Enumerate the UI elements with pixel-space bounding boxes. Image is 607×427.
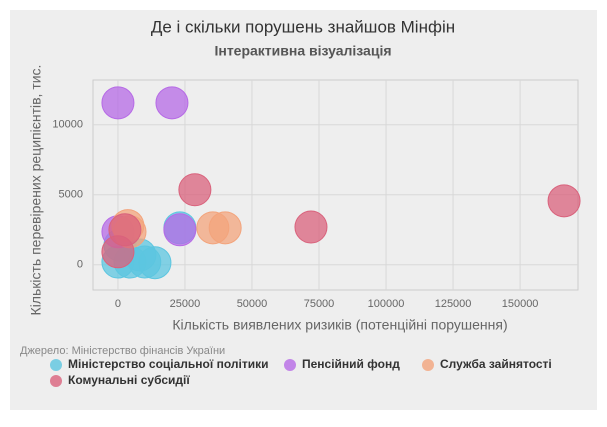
x-tick-label: 25000 xyxy=(170,298,201,310)
x-tick-label: 100000 xyxy=(368,298,405,310)
bubble[interactable] xyxy=(108,213,142,247)
legend-label[interactable]: Міністерство соціальної політики xyxy=(68,357,268,371)
bubble[interactable] xyxy=(547,184,581,218)
bubble[interactable] xyxy=(208,211,242,245)
legend-label[interactable]: Пенсійний фонд xyxy=(302,357,400,371)
chart-subtitle: Інтерактивна візуалізація xyxy=(214,43,391,59)
x-tick-label: 125000 xyxy=(435,298,472,310)
legend-marker xyxy=(284,359,296,371)
y-tick-label: 0 xyxy=(77,259,83,271)
y-tick-label: 5000 xyxy=(59,189,83,201)
x-axis-title: Кількість виявлених ризиків (потенційні … xyxy=(172,317,507,333)
bubble[interactable] xyxy=(163,213,197,247)
x-tick-label: 0 xyxy=(115,298,121,310)
bubble[interactable] xyxy=(294,210,328,244)
x-tick-label: 150000 xyxy=(502,298,539,310)
y-tick-label: 10000 xyxy=(52,119,83,131)
source-note: Джерело: Міністерство фінансів України xyxy=(20,345,225,357)
x-tick-label: 50000 xyxy=(237,298,268,310)
bubble[interactable] xyxy=(101,86,135,120)
bubble[interactable] xyxy=(155,86,189,120)
chart-background xyxy=(10,10,597,410)
bubble[interactable] xyxy=(178,173,212,207)
legend-marker xyxy=(50,359,62,371)
bubble[interactable] xyxy=(138,246,172,280)
y-axis-title: Кількість перевірених реципієнтів, тис. xyxy=(28,65,44,316)
legend-marker xyxy=(50,375,62,387)
legend-label[interactable]: Комунальні субсидії xyxy=(68,373,190,387)
plot-area xyxy=(92,79,579,291)
legend-marker xyxy=(422,359,434,371)
x-tick-label: 75000 xyxy=(304,298,335,310)
legend-label[interactable]: Служба зайнятості xyxy=(440,357,552,371)
chart-title: Де і скільки порушень знайшов Мінфін xyxy=(151,17,455,36)
